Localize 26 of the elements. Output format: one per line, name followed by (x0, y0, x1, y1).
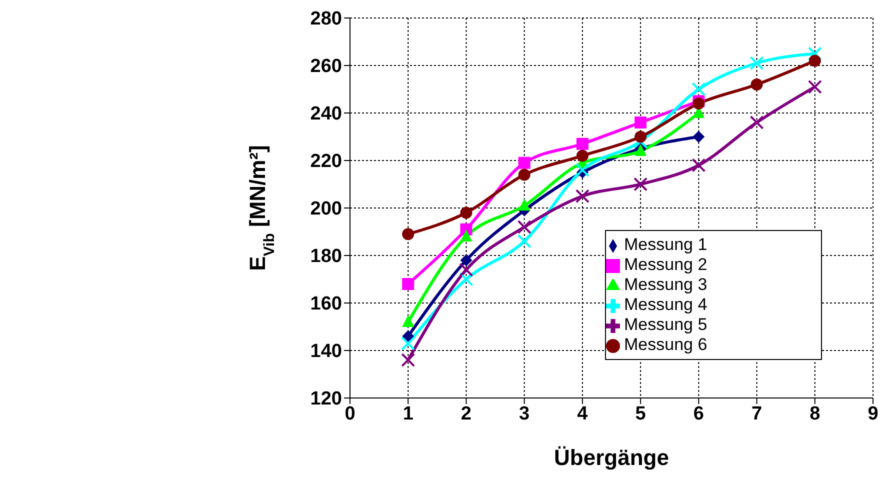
legend-label: Messung 5 (624, 315, 708, 334)
x-tick-label: 3 (519, 403, 530, 424)
x-tick-label: 5 (635, 403, 646, 424)
y-tick-label: 220 (310, 151, 342, 172)
y-tick-label: 140 (310, 341, 342, 362)
x-tick-label: 2 (460, 403, 472, 424)
x-tick-label: 4 (577, 403, 588, 424)
legend-label: Messung 6 (624, 335, 708, 354)
x-tick-label: 9 (868, 403, 878, 424)
y-tick-label: 180 (310, 246, 342, 268)
y-tick-label: 120 (310, 388, 342, 410)
y-tick-label: 160 (310, 294, 342, 315)
x-tick-label: 8 (810, 403, 820, 424)
x-tick-label: 7 (751, 403, 762, 424)
y-tick-label: 240 (310, 104, 342, 125)
legend-label: Messung 4 (624, 295, 708, 314)
legend-label: Messung 3 (624, 275, 708, 294)
y-tick-label: 280 (310, 8, 342, 30)
x-tick-label: 6 (693, 403, 704, 424)
y-tick-label: 260 (310, 56, 342, 78)
legend-label: Messung 2 (624, 255, 708, 274)
x-axis-title: Übergänge (554, 445, 669, 470)
x-tick-label: 0 (344, 403, 356, 424)
legend-label: Messung 1 (624, 235, 708, 254)
y-tick-label: 200 (310, 198, 342, 220)
x-tick-label: 1 (402, 403, 414, 424)
